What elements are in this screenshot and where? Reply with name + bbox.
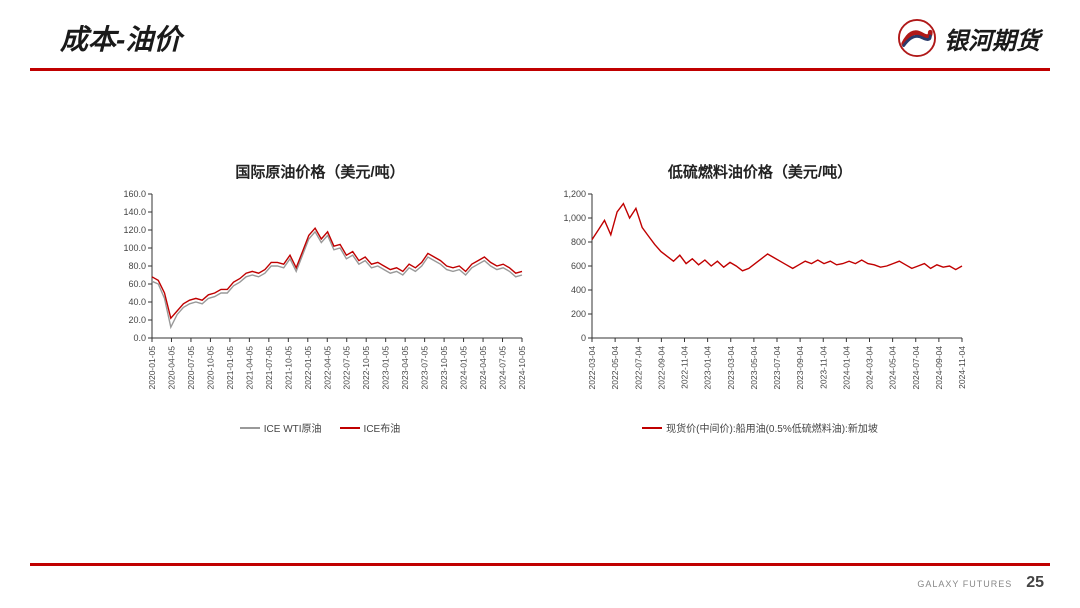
svg-text:2022-07-05: 2022-07-05 [342, 346, 352, 390]
svg-text:2024-10-05: 2024-10-05 [517, 346, 527, 390]
svg-text:2021-10-05: 2021-10-05 [283, 346, 293, 390]
svg-text:2020-01-05: 2020-01-05 [147, 346, 157, 390]
fuel-oil-chart-panel: 低硫燃料油价格（美元/吨） 0 200 400 600 800 1,000 1,200 202… [550, 161, 970, 435]
svg-text:80.0: 80.0 [128, 261, 146, 271]
svg-text:2022-03-04: 2022-03-04 [587, 346, 597, 390]
legend-item: ICE WTI原油 [240, 420, 322, 435]
svg-text:2024-09-04: 2024-09-04 [934, 346, 944, 390]
svg-text:2023-09-04: 2023-09-04 [795, 346, 805, 390]
fuel-oil-legend: 现货价(中间价):船用油(0.5%低硫燃料油):新加坡 [550, 420, 970, 435]
svg-text:2022-09-04: 2022-09-04 [656, 346, 666, 390]
svg-text:160.0: 160.0 [123, 189, 146, 199]
svg-text:0: 0 [581, 333, 586, 343]
brand-logo-text: 银河期货 [944, 21, 1040, 56]
fuel-oil-chart-title: 低硫燃料油价格（美元/吨） [550, 161, 970, 182]
svg-text:2023-10-05: 2023-10-05 [439, 346, 449, 390]
legend-item: 现货价(中间价):船用油(0.5%低硫燃料油):新加坡 [642, 420, 878, 435]
brand-logo: 银河期货 [898, 19, 1040, 57]
svg-text:2024-07-04: 2024-07-04 [911, 346, 921, 390]
svg-text:2022-11-04: 2022-11-04 [680, 346, 690, 389]
legend-item: ICE布油 [340, 420, 401, 435]
svg-text:2020-04-05: 2020-04-05 [166, 346, 176, 390]
svg-text:2022-07-04: 2022-07-04 [633, 346, 643, 390]
fuel-oil-chart: 0 200 400 600 800 1,000 1,200 2022-03-04 2022-05… [550, 188, 970, 418]
svg-text:2022-05-04: 2022-05-04 [610, 346, 620, 390]
svg-text:120.0: 120.0 [123, 225, 146, 235]
svg-text:20.0: 20.0 [128, 315, 146, 325]
svg-text:2024-07-05: 2024-07-05 [498, 346, 508, 390]
svg-text:2024-03-04: 2024-03-04 [865, 346, 875, 390]
header-divider [30, 68, 1050, 71]
svg-text:2023-07-04: 2023-07-04 [772, 346, 782, 390]
legend-swatch [642, 427, 662, 429]
legend-label: 现货价(中间价):船用油(0.5%低硫燃料油):新加坡 [666, 420, 878, 435]
legend-label: ICE WTI原油 [264, 420, 322, 435]
svg-text:2023-11-04: 2023-11-04 [818, 346, 828, 389]
svg-text:2024-01-05: 2024-01-05 [459, 346, 469, 390]
svg-text:2020-07-05: 2020-07-05 [186, 346, 196, 390]
svg-text:2022-01-05: 2022-01-05 [303, 346, 313, 390]
crude-oil-chart: 0.0 20.0 40.0 60.0 80.0 100.0 120.0 140.0 160.0 2… [110, 188, 530, 418]
svg-text:0.0: 0.0 [133, 333, 146, 343]
svg-text:2023-07-05: 2023-07-05 [420, 346, 430, 390]
svg-text:2022-04-05: 2022-04-05 [322, 346, 332, 390]
svg-text:2023-03-04: 2023-03-04 [726, 346, 736, 390]
footer-divider [30, 563, 1050, 566]
svg-text:2021-04-05: 2021-04-05 [244, 346, 254, 390]
svg-text:140.0: 140.0 [123, 207, 146, 217]
crude-oil-chart-title: 国际原油价格（美元/吨） [110, 161, 530, 182]
crude-oil-legend: ICE WTI原油 ICE布油 [110, 420, 530, 435]
crude-oil-chart-panel: 国际原油价格（美元/吨） 0.0 20.0 40.0 60.0 80.0 100.0 120… [110, 161, 530, 435]
svg-text:400: 400 [571, 285, 586, 295]
galaxy-logo-icon [898, 19, 936, 57]
svg-text:2021-01-05: 2021-01-05 [225, 346, 235, 390]
svg-text:2023-01-04: 2023-01-04 [703, 346, 713, 390]
svg-text:2024-05-04: 2024-05-04 [888, 346, 898, 390]
svg-text:40.0: 40.0 [128, 297, 146, 307]
svg-text:800: 800 [571, 237, 586, 247]
svg-text:2020-10-05: 2020-10-05 [205, 346, 215, 390]
svg-text:2024-01-04: 2024-01-04 [841, 346, 851, 390]
svg-text:1,200: 1,200 [563, 189, 586, 199]
svg-text:2024-04-05: 2024-04-05 [478, 346, 488, 390]
svg-text:2021-07-05: 2021-07-05 [264, 346, 274, 390]
legend-label: ICE布油 [364, 420, 401, 435]
charts-container: 国际原油价格（美元/吨） 0.0 20.0 40.0 60.0 80.0 100.0 120… [0, 161, 1080, 435]
svg-text:1,000: 1,000 [563, 213, 586, 223]
svg-text:100.0: 100.0 [123, 243, 146, 253]
svg-text:2024-11-04: 2024-11-04 [957, 346, 967, 389]
svg-text:200: 200 [571, 309, 586, 319]
svg-text:600: 600 [571, 261, 586, 271]
svg-text:2023-05-04: 2023-05-04 [749, 346, 759, 390]
page-title: 成本-油价 [60, 18, 181, 58]
svg-text:60.0: 60.0 [128, 279, 146, 289]
footer-brand: GALAXY FUTURES [917, 579, 1012, 589]
svg-text:2023-01-05: 2023-01-05 [381, 346, 391, 390]
legend-swatch [340, 427, 360, 429]
footer: GALAXY FUTURES 25 [30, 563, 1050, 592]
legend-swatch [240, 427, 260, 429]
svg-text:2022-10-05: 2022-10-05 [361, 346, 371, 390]
svg-text:2023-04-05: 2023-04-05 [400, 346, 410, 390]
page-number: 25 [1026, 574, 1044, 592]
header: 成本-油价 银河期货 [0, 0, 1080, 68]
